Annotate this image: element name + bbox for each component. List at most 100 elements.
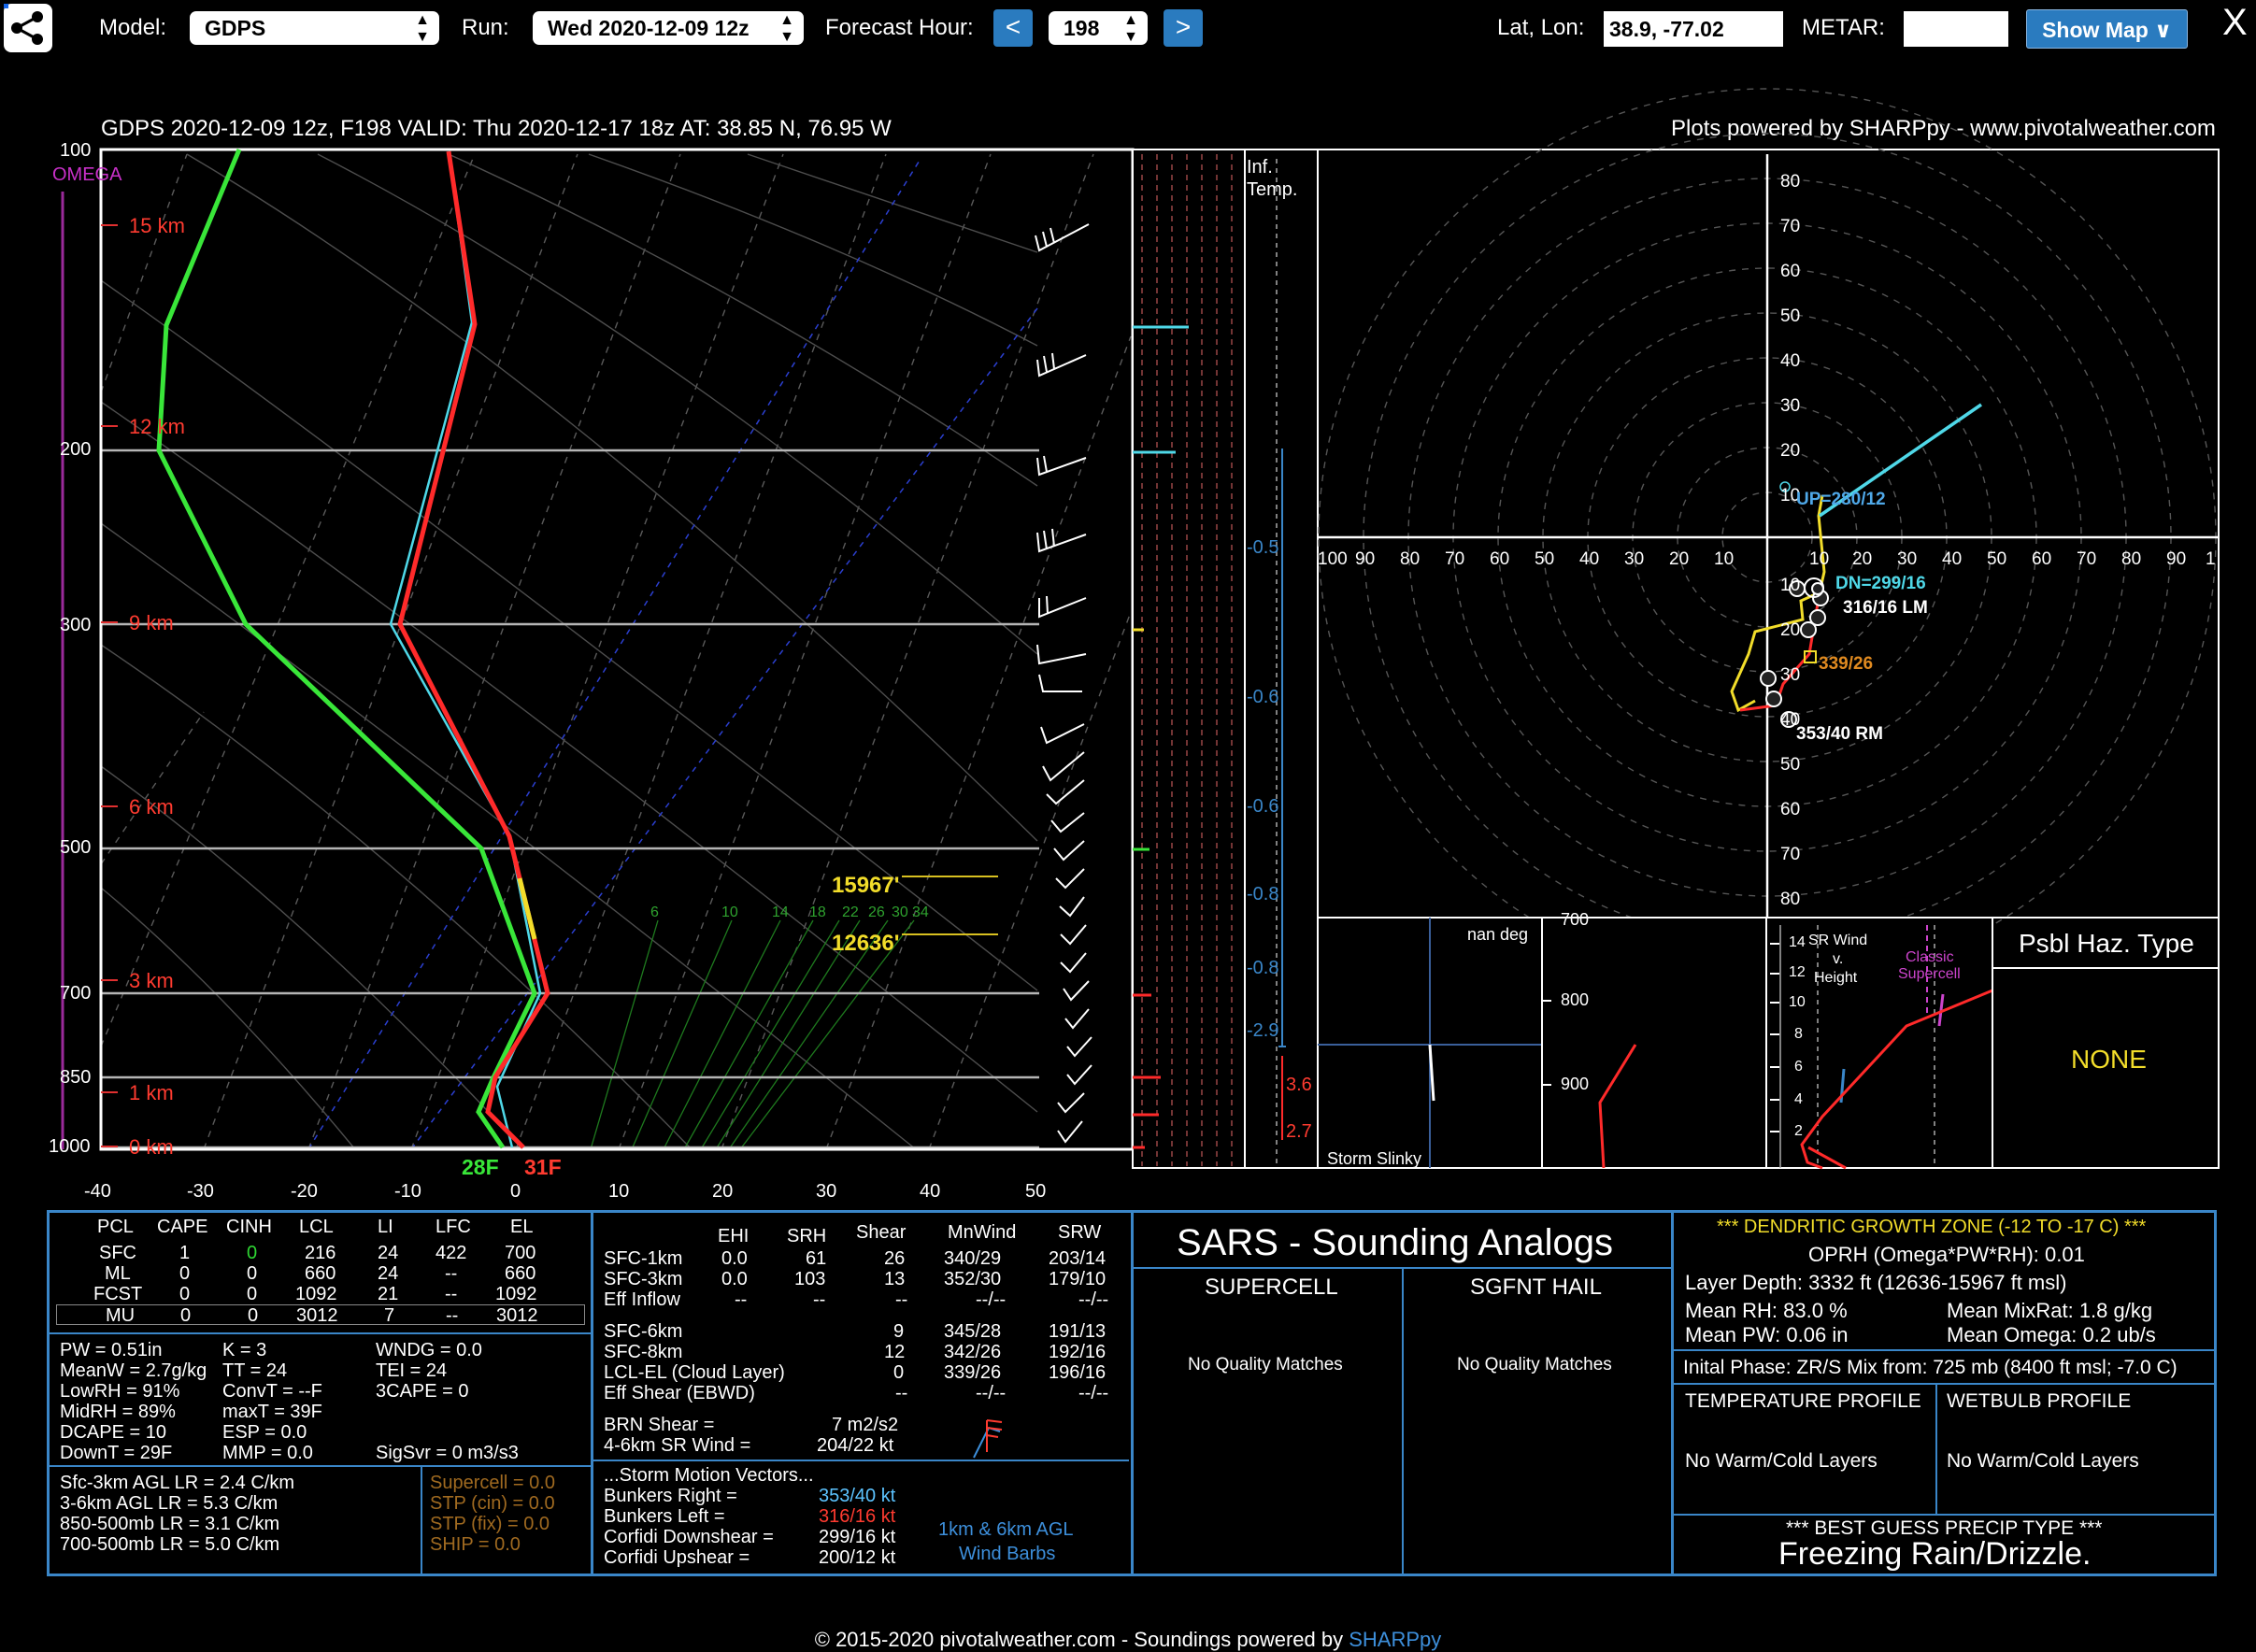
kinematics-table: EHI SRH Shear MnWind SRW SFC-1km 0.0 61 …	[593, 1220, 1129, 1575]
inflow-omega-value: -0.6	[1247, 796, 1279, 817]
hodo-ring-label: 70	[2077, 549, 2097, 569]
surface-temp-label: 31F	[524, 1155, 562, 1179]
dgz-layer-depth: Layer Depth: 3332 ft (12636-15967 ft msl…	[1685, 1271, 2067, 1294]
table-cell: 0	[247, 1243, 258, 1263]
sounding-title: GDPS 2020-12-09 12z, F198 VALID: Thu 202…	[101, 116, 892, 141]
share-button[interactable]	[4, 4, 52, 52]
table-cell: 13	[884, 1269, 906, 1289]
hodo-ring-label: 70	[1445, 549, 1465, 569]
share-icon	[4, 4, 43, 45]
srwind-height: 14	[1789, 934, 1806, 950]
hodo-ring-label: 10	[1714, 549, 1735, 569]
hodo-ring-label: 30	[1780, 396, 1801, 416]
mixing-ratio-label: 34	[912, 904, 929, 920]
hodo-updraft-label: UP=280/12	[1796, 490, 1886, 509]
table-cell: 0	[893, 1362, 905, 1383]
metar-input[interactable]	[1904, 11, 2008, 47]
table-row: Eff Inflow -- -- -- --/-- --/--	[598, 1289, 1129, 1310]
hodo-ring-label: 90	[2166, 549, 2187, 569]
storm-motion-value: 299/16 kt	[819, 1527, 896, 1547]
kinematics-header: SRW	[1058, 1222, 1102, 1243]
storm-motion-value: 353/40 kt	[819, 1486, 896, 1506]
height-label: 6 km	[129, 795, 174, 819]
table-cell: --	[735, 1289, 748, 1310]
omega-label: OMEGA	[52, 164, 122, 185]
kinematics-header: SRH	[787, 1226, 827, 1246]
table-cell: 191/13	[1049, 1321, 1107, 1342]
inflow-title-2: Temp.	[1247, 179, 1298, 200]
divider	[591, 1210, 593, 1576]
storm-motion-label: Bunkers Right =	[604, 1486, 737, 1506]
hodo-ring-label: 20	[1669, 549, 1690, 569]
hodo-ring-label: 80	[1780, 890, 1801, 909]
lapse-rate: Sfc-3km AGL LR = 2.4 C/km	[60, 1473, 295, 1493]
table-cell: 1092	[295, 1284, 337, 1304]
hodo-ring-label: 30	[1897, 549, 1918, 569]
table-cell: 103	[794, 1269, 826, 1289]
hodo-ring-label: 70	[1780, 845, 1801, 864]
index-value: MMP = 0.0	[222, 1443, 313, 1463]
forecast-hour-next-button[interactable]: >	[1164, 9, 1203, 47]
skewt-dry-adiabats	[100, 153, 1038, 1150]
table-cell: 3012	[496, 1305, 538, 1326]
close-button[interactable]: X	[2222, 2, 2248, 43]
table-row: ML 0 0 660 24 -- 660	[52, 1263, 589, 1284]
inflow-temp-value: 3.6	[1286, 1075, 1312, 1095]
table-cell: 0	[248, 1305, 259, 1326]
model-label: Model:	[99, 15, 167, 40]
hodo-ring-label: 10	[1780, 486, 1801, 506]
table-cell: --/--	[1078, 1383, 1109, 1403]
composite-index: Supercell = 0.0	[430, 1473, 555, 1493]
forecast-hour-select[interactable]: 198 ▲ ▼	[1049, 11, 1148, 45]
hodo-ring-label: 80	[1400, 549, 1421, 569]
temp-tick: 0	[510, 1181, 521, 1202]
table-cell: 7	[384, 1305, 395, 1326]
wind-barbs	[1035, 223, 1092, 1144]
temp-tick: -30	[187, 1181, 214, 1202]
table-cell: MU	[106, 1305, 136, 1326]
hodo-ring-label: 60	[1780, 800, 1801, 819]
composite-index: STP (cin) = 0.0	[430, 1493, 555, 1514]
temp-tick: 30	[816, 1181, 837, 1202]
sars-hail-title: SGFNT HAIL	[1470, 1275, 1602, 1300]
hodo-ring-label: 40	[1780, 710, 1801, 730]
table-cell: --/--	[976, 1383, 1007, 1403]
srwind-height: 2	[1794, 1123, 1803, 1139]
sharppy-link[interactable]: SHARPpy	[1349, 1628, 1442, 1651]
model-select[interactable]: GDPS ▲ ▼	[190, 11, 439, 45]
divider	[421, 1467, 422, 1575]
parcel-header: LFC	[435, 1217, 471, 1237]
powered-by: Plots powered by SHARPpy - www.pivotalwe…	[1671, 116, 2216, 141]
lapse-rate: 700-500mb LR = 5.0 C/km	[60, 1534, 280, 1555]
select-arrows-icon: ▲ ▼	[779, 12, 794, 45]
srwind-height: 4	[1794, 1091, 1803, 1107]
table-cell: --	[445, 1263, 458, 1284]
table-cell: 196/16	[1049, 1362, 1107, 1383]
run-select[interactable]: Wed 2020-12-09 12z ▲ ▼	[533, 11, 804, 45]
select-arrows-icon: ▲ ▼	[415, 12, 430, 45]
height-label: 9 km	[129, 611, 174, 634]
table-cell: 0	[247, 1284, 258, 1304]
select-arrows-icon: ▲ ▼	[1123, 12, 1138, 45]
dgz-title: *** DENDRITIC GROWTH ZONE (-12 TO -17 C)…	[1717, 1217, 2147, 1237]
pressure-label-850: 850	[60, 1067, 92, 1088]
dgz-mean-pw: Mean PW: 0.06 in	[1685, 1323, 1849, 1346]
latlon-input[interactable]: 38.9, -77.02	[1604, 11, 1783, 47]
table-cell: 26	[884, 1248, 906, 1269]
table-cell: 0	[247, 1263, 258, 1284]
storm-slinky-title: Storm Slinky	[1327, 1149, 1422, 1168]
skewt-plot	[61, 148, 1135, 1151]
hodo-ring-label: 40	[1780, 351, 1801, 371]
show-map-button[interactable]: Show Map ∨	[2026, 9, 2188, 49]
hazard-type-title: Psbl Haz. Type	[2019, 929, 2194, 958]
forecast-hour-prev-button[interactable]: <	[993, 9, 1033, 47]
srwind-title: SR Wind	[1808, 933, 1868, 948]
dgz-panel: *** DENDRITIC GROWTH ZONE (-12 TO -17 C)…	[1674, 1213, 2216, 1575]
inflow-omega-value: -0.6	[1247, 687, 1279, 707]
inflow-temp-value: 2.7	[1286, 1121, 1312, 1142]
pressure-label-700: 700	[60, 983, 92, 1004]
table-cell: 192/16	[1049, 1342, 1107, 1362]
dgz-mean-mixrat: Mean MixRat: 1.8 g/kg	[1947, 1299, 2153, 1322]
table-cell: SFC-6km	[604, 1321, 683, 1342]
hodo-x-labels: 100 90 80 70 60 50 40 30 20 10 10 20 30 …	[1318, 549, 2219, 572]
